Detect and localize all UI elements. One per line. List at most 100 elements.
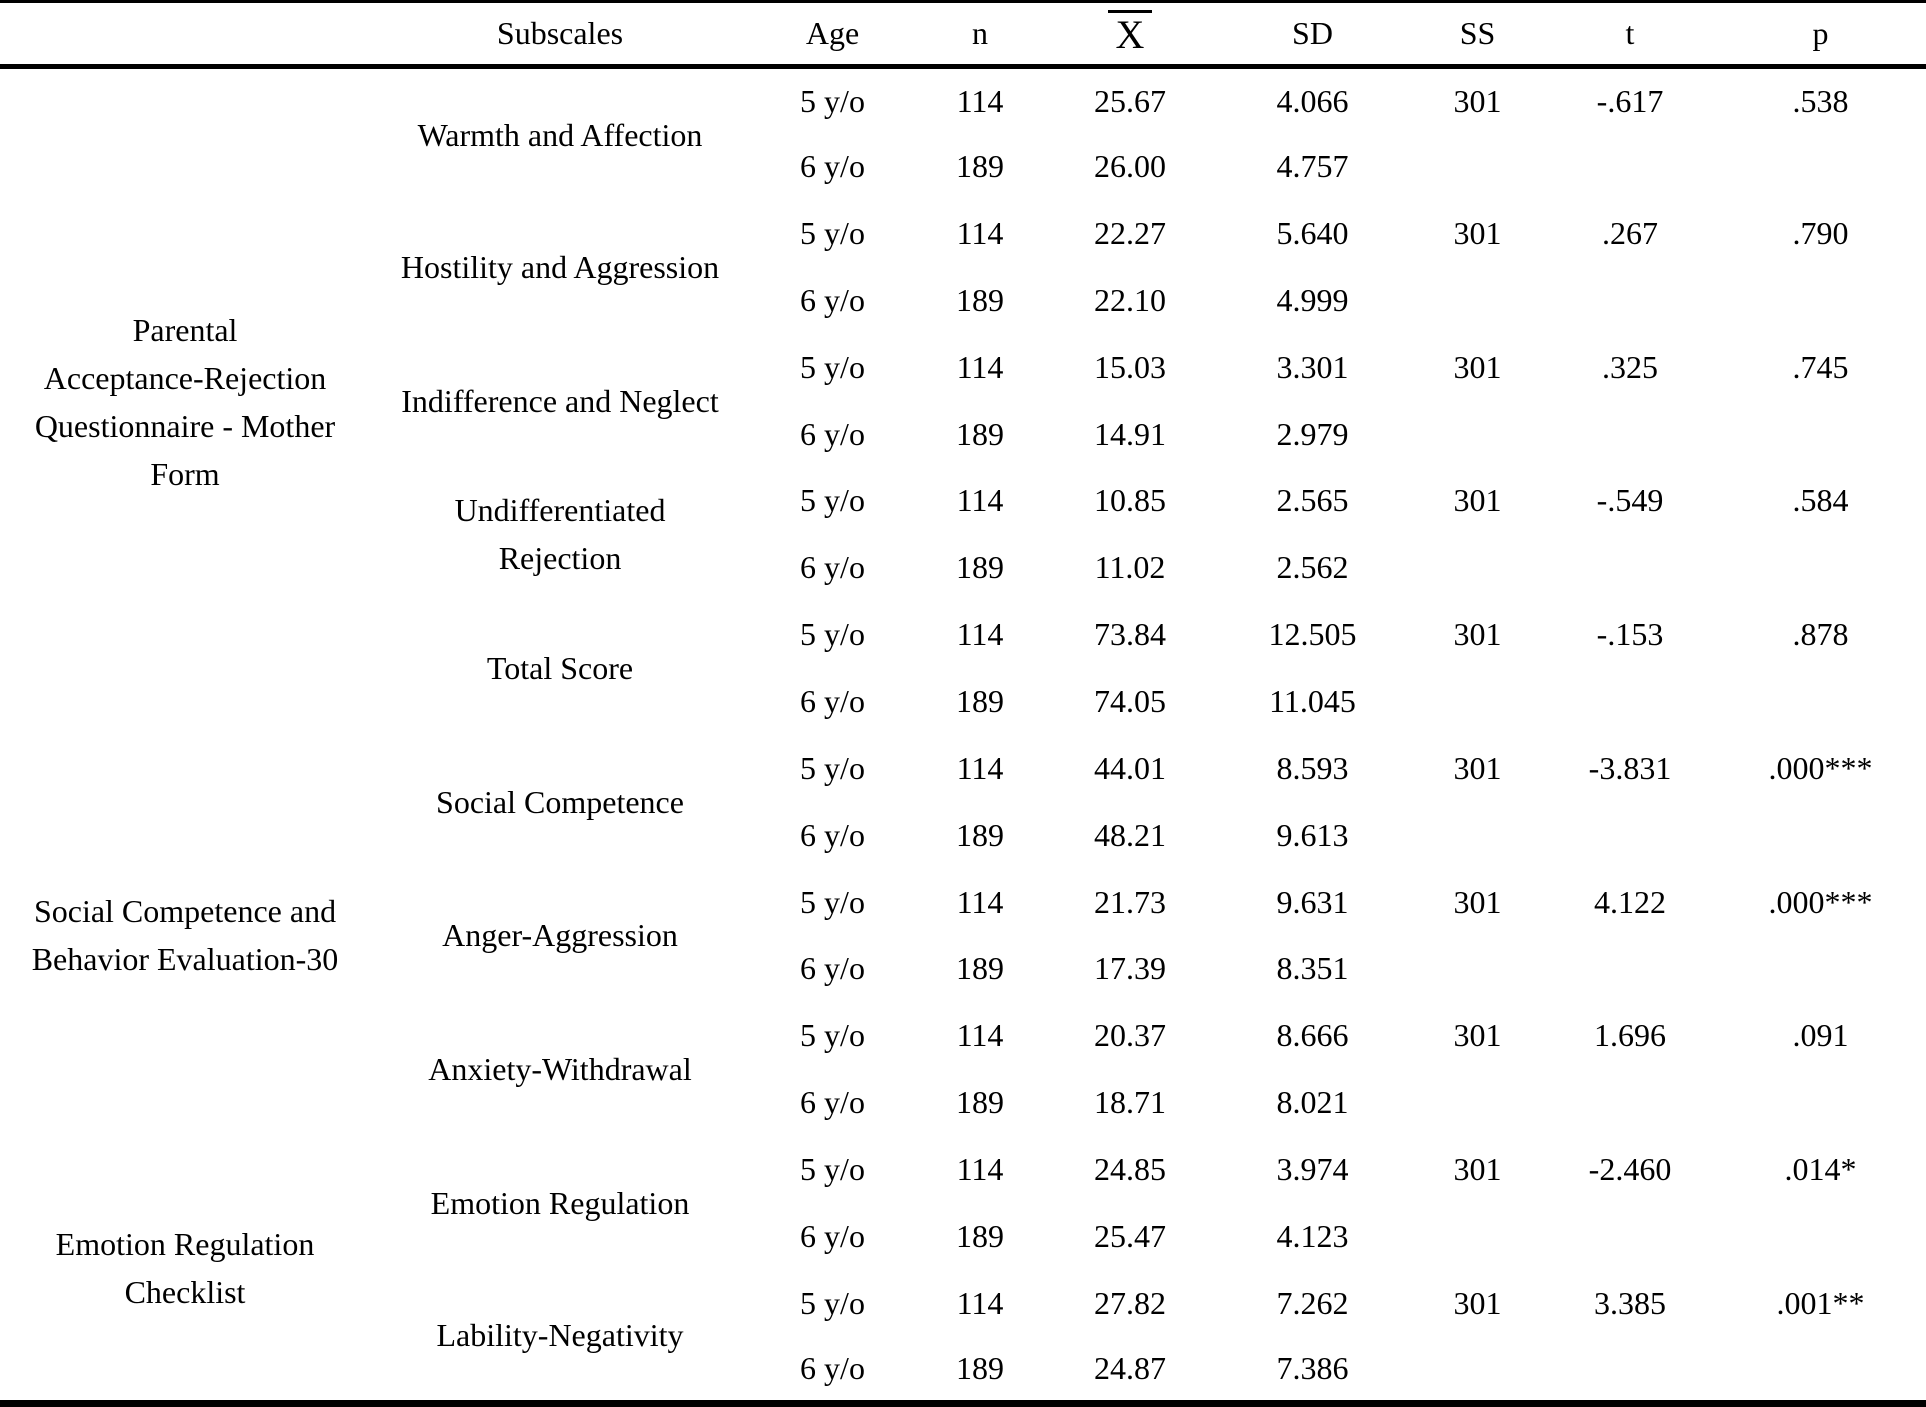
cell-mean: 24.85: [1094, 1150, 1166, 1187]
cell-p: [1715, 534, 1926, 601]
table-row: Emotion Regulation Checklist Emotion Reg…: [0, 1136, 1926, 1310]
cell-t: -3.831: [1588, 749, 1672, 786]
cell-age: 6 y/o: [800, 549, 865, 586]
cell-age: 6 y/o: [800, 415, 865, 452]
cell-p: [1715, 133, 1926, 200]
cell-t: [1545, 133, 1715, 200]
cell-age: 6 y/o: [800, 816, 865, 853]
cell-p: [1715, 1337, 1926, 1404]
cell-age: 5 y/o: [800, 215, 865, 252]
cell-p: [1715, 935, 1926, 1002]
cell-t: 3.385: [1594, 1284, 1666, 1321]
table-row: Parental Acceptance-Rejection Questionna…: [0, 67, 1926, 492]
cell-mean: 44.01: [1094, 749, 1166, 786]
cell-p: [1715, 267, 1926, 334]
table-row: Hostility and Aggression 5 y/o 114 22.27…: [0, 200, 1926, 285]
table-row: 6 y/o 189 18.71 8.021: [0, 1069, 1926, 1136]
cell-mean: 18.71: [1094, 1084, 1166, 1121]
cell-sd: 8.593: [1276, 749, 1349, 786]
cell-n: 189: [956, 148, 1004, 185]
cell-sd: 9.631: [1276, 883, 1349, 920]
cell-age: 5 y/o: [800, 616, 865, 653]
cell-mean: 17.39: [1094, 950, 1166, 987]
cell-p: .745: [1792, 348, 1849, 385]
cell-p: .878: [1792, 616, 1849, 653]
cell-n: 114: [956, 1017, 1004, 1054]
subscale-label: Anger-Aggression: [442, 917, 678, 954]
subscale-label: Anxiety-Withdrawal: [428, 1051, 692, 1088]
cell-n: 189: [956, 816, 1004, 853]
cell-age: 5 y/o: [800, 749, 865, 786]
cell-t: -.549: [1596, 482, 1664, 519]
cell-mean: 21.73: [1094, 883, 1166, 920]
cell-mean: 15.03: [1094, 348, 1166, 385]
cell-mean: 74.05: [1094, 683, 1166, 720]
cell-n: 189: [956, 1084, 1004, 1121]
cell-ss: 301: [1453, 1017, 1502, 1054]
cell-n: 189: [956, 950, 1004, 987]
cell-mean: 48.21: [1094, 816, 1166, 853]
cell-sd: 8.351: [1276, 950, 1349, 987]
cell-t: [1545, 802, 1715, 869]
subscale-label: Lability-Negativity: [436, 1316, 684, 1353]
cell-mean: 73.84: [1094, 616, 1166, 653]
cell-mean: 26.00: [1094, 148, 1166, 185]
subscale-label: Hostility and Aggression: [400, 249, 720, 286]
cell-t: [1545, 267, 1715, 334]
cell-sd: 4.066: [1276, 82, 1349, 119]
cell-age: 6 y/o: [800, 683, 865, 720]
cell-n: 114: [956, 1150, 1004, 1187]
cell-n: 114: [956, 215, 1004, 252]
cell-n: 114: [956, 82, 1004, 119]
table-row: 6 y/o 189 48.21 9.613: [0, 802, 1926, 869]
cell-sd: 2.562: [1276, 549, 1349, 586]
table-row: 6 y/o 189 11.02 2.562: [0, 534, 1926, 601]
cell-age: 5 y/o: [800, 348, 865, 385]
cell-ss: 301: [1453, 749, 1502, 786]
cell-p: [1715, 668, 1926, 735]
cell-age: 6 y/o: [800, 148, 865, 185]
cell-n: 189: [956, 683, 1004, 720]
cell-t: .267: [1602, 215, 1658, 252]
table-row: 6 y/o 189 17.39 8.351: [0, 935, 1926, 1002]
cell-mean: 25.67: [1094, 82, 1166, 119]
cell-mean: 27.82: [1094, 1284, 1166, 1321]
subscale-label: Warmth and Affection: [417, 116, 703, 153]
cell-sd: 4.999: [1276, 281, 1349, 318]
cell-ss: [1410, 1069, 1545, 1136]
column-header-subscales: Subscales: [370, 1, 750, 69]
cell-ss: 301: [1453, 215, 1502, 252]
cell-p: .091: [1792, 1017, 1849, 1054]
cell-p: .001**: [1776, 1284, 1865, 1321]
cell-age: 6 y/o: [800, 1349, 865, 1386]
cell-sd: 5.640: [1276, 215, 1349, 252]
cell-p: .538: [1792, 82, 1849, 119]
cell-ss: [1410, 1203, 1545, 1270]
cell-t: [1545, 1069, 1715, 1136]
cell-mean: 11.02: [1094, 549, 1166, 586]
cell-mean: 22.10: [1094, 281, 1166, 318]
table-row: 6 y/o 189 22.10 4.999: [0, 267, 1926, 334]
cell-p: [1715, 1203, 1926, 1270]
column-header-p: p: [1715, 1, 1926, 69]
cell-sd: 12.505: [1268, 616, 1357, 653]
cell-p: .014*: [1784, 1150, 1857, 1187]
table-row: Anxiety-Withdrawal 5 y/o 114 20.37 8.666…: [0, 1002, 1926, 1087]
column-header-mean: X: [1045, 1, 1215, 69]
column-header-sd: SD: [1215, 1, 1410, 69]
column-header-ss: SS: [1410, 1, 1545, 69]
cell-ss: 301: [1453, 482, 1502, 519]
cell-age: 6 y/o: [800, 1084, 865, 1121]
cell-ss: 301: [1453, 1150, 1502, 1187]
table-row: 6 y/o 189 74.05 11.045: [0, 668, 1926, 735]
table-row: Indifference and Neglect 5 y/o 114 15.03…: [0, 334, 1926, 419]
cell-n: 114: [956, 749, 1004, 786]
cell-ss: 301: [1453, 82, 1502, 119]
cell-mean: 24.87: [1094, 1349, 1166, 1386]
cell-ss: 301: [1453, 348, 1502, 385]
cell-ss: [1410, 935, 1545, 1002]
table-row: Anger-Aggression 5 y/o 114 21.73 9.631 3…: [0, 869, 1926, 954]
table-row: 6 y/o 189 14.91 2.979: [0, 401, 1926, 468]
